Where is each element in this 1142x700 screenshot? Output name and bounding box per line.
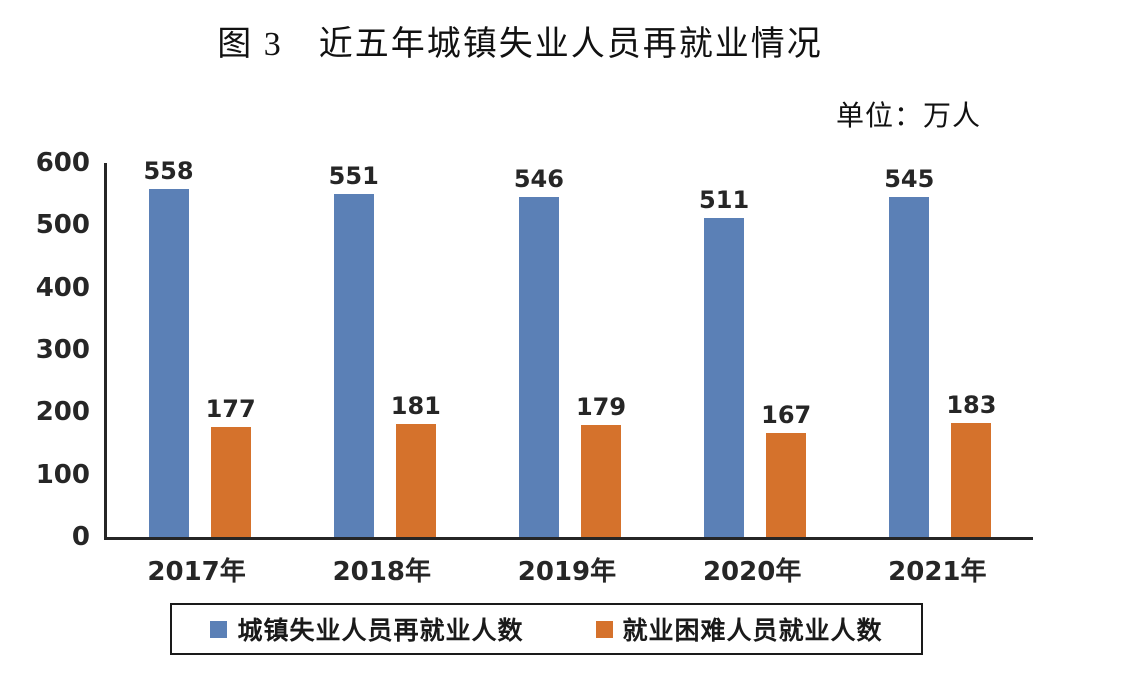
bar-value-label: 183 (946, 391, 997, 419)
bar-group-2021年: 545 183 (884, 167, 996, 537)
bar (333, 194, 374, 537)
unit-label: 单位：万人 (836, 101, 982, 132)
x-category-label: 2021年 (888, 557, 987, 587)
bar-wrap: 511 (699, 188, 749, 537)
legend-swatch-icon (210, 620, 228, 638)
bar-wrap: 181 (391, 394, 441, 537)
x-category-label: 2018年 (332, 557, 431, 587)
bar-wrap: 179 (576, 395, 626, 537)
legend-entry: 城镇失业人员再就业人数 (210, 611, 523, 647)
y-tick-label: 200 (35, 397, 90, 428)
plot-area: 558 177 551 181 546 179 511 167 545 183 (104, 159, 1033, 540)
bar-wrap: 167 (761, 403, 811, 537)
y-tick-label: 500 (35, 210, 90, 241)
legend-label: 城镇失业人员再就业人数 (237, 618, 524, 645)
bar (148, 189, 189, 537)
legend-label: 就业困难人员就业人数 (622, 618, 883, 645)
bar-wrap: 177 (206, 397, 256, 537)
bar-value-label: 545 (884, 165, 935, 193)
bar (581, 425, 622, 537)
bar-value-label: 546 (513, 165, 564, 193)
bar-value-label: 551 (328, 162, 379, 190)
bar-group-2018年: 551 181 (329, 164, 441, 537)
bar (889, 197, 930, 537)
y-axis-ticks: 0 100 200 300 400 500 600 (0, 150, 90, 550)
bar-group-2017年: 558 177 (143, 157, 256, 537)
bar (951, 423, 992, 537)
bar-wrap: 551 (329, 164, 379, 537)
bar (704, 218, 745, 537)
bar (210, 427, 251, 537)
x-category-label: 2020年 (702, 557, 802, 587)
chart-title: 图 3 近五年城镇失业人员再就业情况 (217, 26, 823, 63)
bar-value-label: 167 (761, 401, 812, 429)
y-tick-label: 0 (71, 522, 90, 552)
x-axis-labels: 2017年 2018年 2019年 2020年 2021年 (104, 551, 1030, 588)
y-tick-label: 400 (35, 272, 90, 303)
bar-value-label: 558 (143, 157, 194, 185)
y-tick-label: 300 (35, 335, 90, 365)
y-tick-label: 100 (35, 459, 90, 490)
bar-group-2019年: 546 179 (514, 167, 626, 537)
bar (518, 197, 559, 537)
x-category-label: 2017年 (147, 557, 246, 587)
bar (766, 433, 807, 537)
y-tick-label: 600 (35, 148, 90, 178)
bar-wrap: 183 (946, 393, 996, 537)
bar-value-label: 179 (575, 393, 627, 421)
bar-wrap: 546 (514, 167, 564, 537)
bar-group-2020年: 511 167 (699, 188, 811, 537)
bar (395, 424, 436, 537)
bar-wrap: 558 (143, 157, 194, 537)
x-category-label: 2019年 (517, 557, 617, 587)
bar-wrap: 545 (884, 167, 934, 537)
legend-entry: 就业困难人员就业人数 (595, 611, 883, 647)
bar-value-label: 181 (390, 392, 441, 420)
bar-value-label: 511 (699, 186, 750, 214)
legend-swatch-icon (595, 620, 613, 638)
legend: 城镇失业人员再就业人数 就业困难人员就业人数 (170, 603, 923, 655)
bar-value-label: 177 (205, 395, 256, 423)
